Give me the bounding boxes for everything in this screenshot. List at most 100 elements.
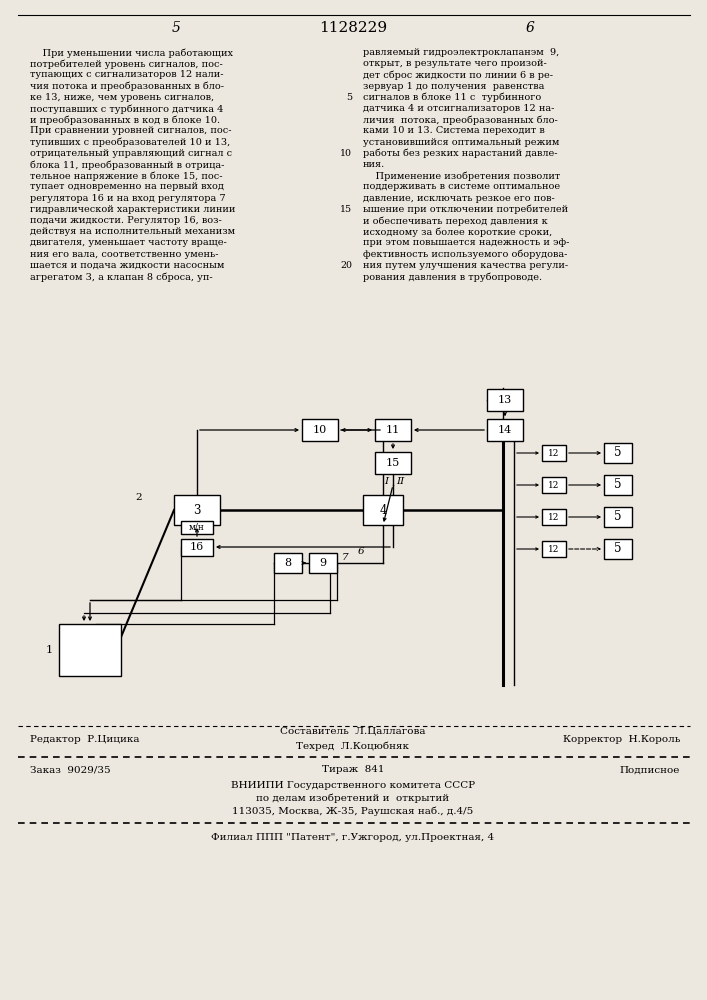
FancyBboxPatch shape [375, 452, 411, 474]
FancyBboxPatch shape [181, 538, 213, 556]
Text: 1128229: 1128229 [319, 21, 387, 35]
Text: 5: 5 [614, 542, 621, 556]
Text: 5: 5 [614, 446, 621, 460]
Text: При уменьшении числа работающих: При уменьшении числа работающих [30, 48, 233, 57]
Text: тупает одновременно на первый вход: тупает одновременно на первый вход [30, 182, 224, 191]
FancyBboxPatch shape [181, 520, 213, 534]
FancyBboxPatch shape [309, 553, 337, 573]
Text: тупающих с сигнализаторов 12 нали-: тупающих с сигнализаторов 12 нали- [30, 70, 223, 79]
Text: 8: 8 [284, 558, 291, 568]
Text: при этом повышается надежность и эф-: при этом повышается надежность и эф- [363, 238, 569, 247]
Text: 11: 11 [386, 425, 400, 435]
Text: Тираж  841: Тираж 841 [322, 766, 384, 774]
Text: двигателя, уменьшает частоту враще-: двигателя, уменьшает частоту враще- [30, 238, 227, 247]
Text: 13: 13 [498, 395, 512, 405]
Text: 3: 3 [193, 504, 201, 516]
Text: 12: 12 [549, 512, 560, 522]
Text: 5: 5 [614, 510, 621, 524]
Text: ния его вала, соответственно умень-: ния его вала, соответственно умень- [30, 250, 218, 259]
Text: ния путем улучшения качества регули-: ния путем улучшения качества регули- [363, 261, 568, 270]
Text: по делам изобретений и  открытий: по делам изобретений и открытий [257, 793, 450, 803]
Text: м/н: м/н [189, 522, 205, 532]
Text: и обеспечивать переход давления к: и обеспечивать переход давления к [363, 216, 548, 226]
Text: датчика 4 и отсигнализаторов 12 на-: датчика 4 и отсигнализаторов 12 на- [363, 104, 554, 113]
Text: личия  потока, преобразованных бло-: личия потока, преобразованных бло- [363, 115, 558, 125]
Text: Техред  Л.Коцюбняк: Техред Л.Коцюбняк [296, 741, 409, 751]
Text: Заказ  9029/35: Заказ 9029/35 [30, 766, 110, 774]
Text: тупивших с преобразователей 10 и 13,: тупивших с преобразователей 10 и 13, [30, 138, 230, 147]
Text: 16: 16 [190, 542, 204, 552]
Text: 9: 9 [320, 558, 327, 568]
FancyBboxPatch shape [542, 477, 566, 493]
Text: установившийся оптимальный режим: установившийся оптимальный режим [363, 138, 559, 147]
Text: ВНИИПИ Государственного комитета СССР: ВНИИПИ Государственного комитета СССР [231, 780, 475, 790]
Text: 6: 6 [525, 21, 534, 35]
Text: При сравнении уровней сигналов, пос-: При сравнении уровней сигналов, пос- [30, 126, 231, 135]
Text: отрицательный управляющий сигнал с: отрицательный управляющий сигнал с [30, 149, 232, 158]
Text: 7: 7 [341, 554, 349, 562]
Text: подачи жидкости. Регулятор 16, воз-: подачи жидкости. Регулятор 16, воз- [30, 216, 222, 225]
Text: шается и подача жидкости насосным: шается и подача жидкости насосным [30, 261, 224, 270]
Text: и преобразованных в код в блоке 10.: и преобразованных в код в блоке 10. [30, 115, 220, 125]
Text: поддерживать в системе оптимальное: поддерживать в системе оптимальное [363, 182, 560, 191]
Text: ния.: ния. [363, 160, 385, 169]
Text: 15: 15 [340, 205, 352, 214]
Text: рования давления в трубопроводе.: рования давления в трубопроводе. [363, 272, 542, 282]
FancyBboxPatch shape [487, 419, 523, 441]
Text: ками 10 и 13. Система переходит в: ками 10 и 13. Система переходит в [363, 126, 545, 135]
Text: 5: 5 [614, 479, 621, 491]
Text: поступавших с турбинного датчика 4: поступавших с турбинного датчика 4 [30, 104, 223, 113]
Text: действуя на исполнительный механизм: действуя на исполнительный механизм [30, 227, 235, 236]
Text: Филиал ППП "Патент", г.Ужгород, ул.Проектная, 4: Филиал ППП "Патент", г.Ужгород, ул.Проек… [211, 832, 495, 842]
Text: Применение изобретения позволит: Применение изобретения позволит [363, 171, 560, 181]
FancyBboxPatch shape [542, 445, 566, 461]
Text: сигналов в блоке 11 с  турбинного: сигналов в блоке 11 с турбинного [363, 93, 542, 102]
Text: 14: 14 [498, 425, 512, 435]
Text: открыт, в результате чего произой-: открыт, в результате чего произой- [363, 59, 547, 68]
FancyBboxPatch shape [174, 495, 220, 525]
Text: давление, исключать резкое его пов-: давление, исключать резкое его пов- [363, 194, 555, 203]
Text: регулятора 16 и на вход регулятора 7: регулятора 16 и на вход регулятора 7 [30, 194, 226, 203]
Text: чия потока и преобразованных в бло-: чия потока и преобразованных в бло- [30, 82, 224, 91]
Text: зервуар 1 до получения  равенства: зервуар 1 до получения равенства [363, 82, 544, 91]
Text: дет сброс жидкости по линии 6 в ре-: дет сброс жидкости по линии 6 в ре- [363, 70, 553, 80]
Text: равляемый гидроэлектроклапанэм  9,: равляемый гидроэлектроклапанэм 9, [363, 48, 559, 57]
FancyBboxPatch shape [302, 419, 338, 441]
Text: работы без резких нарастаний давле-: работы без резких нарастаний давле- [363, 149, 558, 158]
Text: исходному за более короткие сроки,: исходному за более короткие сроки, [363, 227, 552, 237]
Text: 6: 6 [358, 546, 364, 556]
Text: 5: 5 [172, 21, 180, 35]
FancyBboxPatch shape [59, 624, 121, 676]
FancyBboxPatch shape [542, 541, 566, 557]
Text: 12: 12 [549, 544, 560, 554]
Text: Корректор  Н.Король: Корректор Н.Король [563, 736, 680, 744]
Text: 10: 10 [340, 149, 352, 158]
Text: 113035, Москва, Ж-35, Раушская наб., д.4/5: 113035, Москва, Ж-35, Раушская наб., д.4… [233, 806, 474, 816]
FancyBboxPatch shape [363, 495, 403, 525]
Text: 1: 1 [45, 645, 52, 655]
Text: II: II [396, 477, 404, 486]
FancyBboxPatch shape [487, 389, 523, 411]
Text: 20: 20 [340, 261, 352, 270]
FancyBboxPatch shape [604, 443, 632, 463]
Text: 12: 12 [549, 448, 560, 458]
FancyBboxPatch shape [604, 475, 632, 495]
Text: гидравлической характеристики линии: гидравлической характеристики линии [30, 205, 235, 214]
Text: 4: 4 [379, 504, 387, 516]
Text: I: I [384, 477, 388, 486]
Text: Подписное: Подписное [619, 766, 680, 774]
FancyBboxPatch shape [375, 419, 411, 441]
FancyBboxPatch shape [274, 553, 302, 573]
Text: фективность используемого оборудова-: фективность используемого оборудова- [363, 250, 568, 259]
Text: агрегатом 3, а клапан 8 сброса, уп-: агрегатом 3, а клапан 8 сброса, уп- [30, 272, 213, 282]
Text: 10: 10 [313, 425, 327, 435]
FancyBboxPatch shape [604, 507, 632, 527]
FancyBboxPatch shape [604, 539, 632, 559]
Text: блока 11, преобразованный в отрица-: блока 11, преобразованный в отрица- [30, 160, 224, 169]
Text: тельное напряжение в блоке 15, пос-: тельное напряжение в блоке 15, пос- [30, 171, 223, 181]
FancyBboxPatch shape [542, 509, 566, 525]
Text: 15: 15 [386, 458, 400, 468]
Text: потребителей уровень сигналов, пос-: потребителей уровень сигналов, пос- [30, 59, 223, 69]
Text: 2: 2 [136, 493, 142, 502]
Text: Редактор  Р.Цицика: Редактор Р.Цицика [30, 736, 139, 744]
